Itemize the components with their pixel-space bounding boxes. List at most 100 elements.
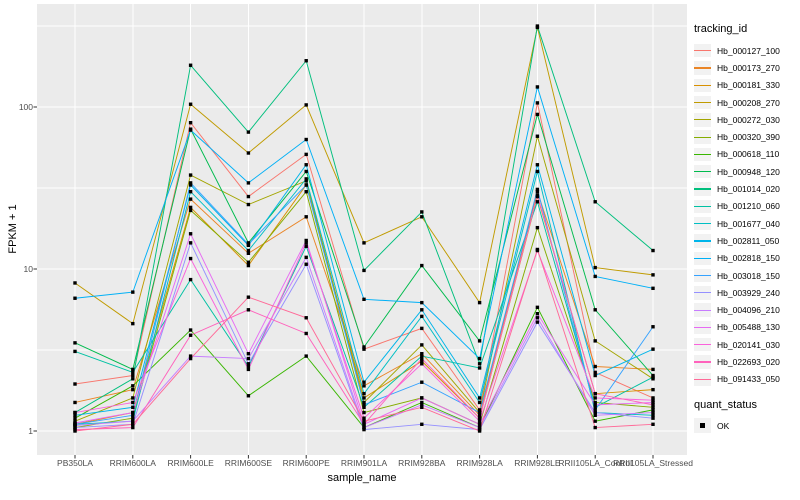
legend-item-label: Hb_001014_020 — [717, 184, 780, 195]
legend-item-label: Hb_000320_390 — [717, 132, 780, 143]
data-points — [73, 24, 655, 433]
series-color-line-icon — [694, 326, 711, 328]
legend-item: Hb_005488_130 — [694, 319, 800, 336]
series-color-line-icon — [694, 188, 711, 190]
legend-item-label: Hb_022693_020 — [717, 356, 780, 367]
legend-key-line-icon — [694, 234, 711, 248]
legend-item: Hb_000272_030 — [694, 111, 800, 128]
legend-key-line-icon — [694, 320, 711, 335]
x-tick-label: RRII105LA_Stressed — [613, 458, 693, 468]
series-color-line-icon — [694, 309, 711, 311]
legend-key-line-icon — [694, 182, 711, 196]
series-color-line-icon — [694, 257, 711, 259]
black-square-point-icon — [700, 423, 705, 428]
legend-item-label: OK — [717, 420, 730, 431]
series-color-line-icon — [694, 361, 711, 363]
legend-item: Hb_004096_210 — [694, 301, 800, 318]
legend-item-label: Hb_091433_050 — [717, 374, 780, 385]
series-color-line-icon — [694, 119, 711, 121]
legend-key-line-icon — [694, 286, 711, 300]
legend-key-line-icon — [694, 303, 711, 317]
x-axis-title: sample_name — [327, 472, 397, 484]
x-tick-label: RRIM600PE — [282, 458, 330, 468]
legend-key-line-icon — [694, 372, 711, 386]
x-tick-label: RRIM928BA — [398, 458, 446, 468]
y-tick-labels: 1 10 100 — [0, 0, 33, 500]
y-tick-label: 100 — [18, 101, 33, 112]
series-color-line-icon — [694, 240, 711, 242]
x-tick-label: RRIM600LA — [109, 458, 156, 468]
legend-key-line-icon — [694, 338, 711, 352]
legend-item-label: Hb_005488_130 — [717, 322, 780, 333]
series-color-line-icon — [694, 136, 711, 138]
legend-item-label: Hb_000618_110 — [717, 149, 780, 160]
legend-item: Hb_022693_020 — [694, 353, 800, 370]
legend-item-label: Hb_001677_040 — [717, 218, 780, 229]
legend-item: Hb_002818_150 — [694, 250, 800, 267]
legend-item: Hb_000127_100 — [694, 42, 800, 59]
legend-key-line-icon — [694, 355, 711, 369]
series-color-line-icon — [694, 84, 711, 86]
axis-ticks — [33, 106, 654, 459]
legend-title-quant: quant_status — [694, 398, 757, 411]
x-tick-labels: PB350LA RRIM600LA RRIM600LE RRIM600SE RRIM60… — [0, 458, 800, 472]
legend-key-line-icon — [694, 43, 711, 58]
legend-item: Hb_020141_030 — [694, 336, 800, 353]
series-color-line-icon — [694, 292, 711, 294]
legend-title-tracking: tracking_id — [694, 23, 748, 35]
legend-item-label: Hb_020141_030 — [717, 339, 780, 350]
point-key-icon — [694, 418, 711, 434]
legend-item: Hb_000181_330 — [694, 77, 800, 94]
legend-item: Hb_000320_390 — [694, 128, 800, 145]
y-tick-label: 10 — [23, 263, 33, 274]
legend-key-line-icon — [694, 165, 711, 179]
x-tick-label: PB350LA — [57, 458, 93, 468]
legend-item-label: Hb_000948_120 — [717, 166, 780, 177]
legend-item: Hb_002811_050 — [694, 232, 800, 249]
x-tick-label: RRIM901LA — [340, 458, 388, 468]
series-color-line-icon — [694, 153, 711, 156]
series-color-line-icon — [694, 223, 711, 225]
legend-key-line-icon — [694, 78, 711, 92]
legend-item-label: Hb_003018_150 — [717, 270, 780, 281]
legend-key-line-icon — [694, 268, 711, 283]
legend-item-label: Hb_000181_330 — [717, 80, 780, 91]
legend-key-line-icon — [694, 113, 711, 127]
x-tick-label: RRIM600SE — [224, 458, 273, 468]
gridlines — [37, 4, 687, 455]
legend-item: Hb_091433_050 — [694, 371, 800, 388]
x-tick-label: RRII105LA_Control — [558, 458, 633, 468]
legend-item: Hb_001014_020 — [694, 180, 800, 197]
legend-item-label: Hb_000173_270 — [717, 62, 780, 73]
legend-key-line-icon — [694, 147, 711, 162]
series-color-line-icon — [694, 274, 711, 277]
legend-item: Hb_001210_060 — [694, 198, 800, 215]
legend-item-label: Hb_002818_150 — [717, 253, 780, 264]
y-axis-title: FPKM + 1 — [7, 204, 19, 254]
legend-item: Hb_000618_110 — [694, 146, 800, 163]
legend-item: Hb_000208_270 — [694, 94, 800, 111]
legend-item: Hb_003018_150 — [694, 267, 800, 284]
legend-item-label: Hb_002811_050 — [717, 235, 780, 246]
legend-key-line-icon — [694, 95, 711, 110]
series-color-line-icon — [694, 171, 711, 173]
series-color-line-icon — [694, 205, 711, 207]
legend-item-label: Hb_004096_210 — [717, 305, 780, 316]
legend-key-line-icon — [694, 199, 711, 214]
series-color-line-icon — [694, 101, 711, 104]
y-tick-label: 1 — [28, 425, 33, 436]
series-color-line-icon — [694, 344, 711, 346]
legend-item: Hb_001677_040 — [694, 215, 800, 232]
legend-item: Hb_000173_270 — [694, 59, 800, 76]
x-tick-label: RRIM928LA — [456, 458, 503, 468]
legend-item-label: Hb_000272_030 — [717, 114, 780, 125]
legend-key-line-icon — [694, 251, 711, 265]
series-color-line-icon — [694, 50, 711, 52]
x-tick-label: RRIM600LE — [167, 458, 214, 468]
series-color-line-icon — [694, 378, 711, 380]
legend-key-line-icon — [694, 130, 711, 144]
series-color-line-icon — [694, 67, 711, 69]
legend: tracking_id Hb_000127_100 Hb_000173_270 Hb… — [694, 22, 800, 434]
